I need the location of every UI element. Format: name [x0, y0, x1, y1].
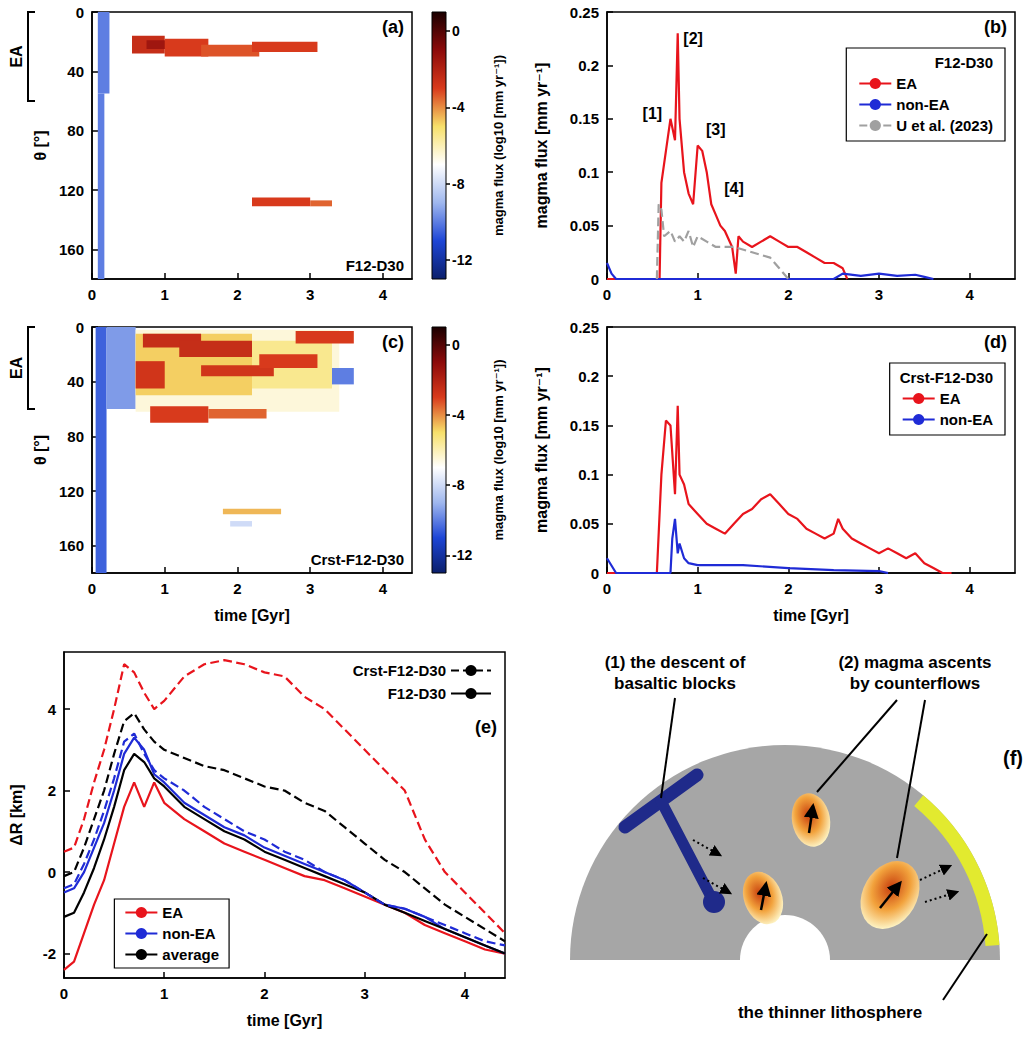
- svg-text:80: 80: [67, 428, 84, 445]
- svg-text:3: 3: [875, 286, 883, 303]
- svg-text:3: 3: [361, 985, 369, 1002]
- svg-text:0: 0: [48, 864, 56, 881]
- svg-text:0.15: 0.15: [570, 417, 599, 434]
- svg-text:0.1: 0.1: [578, 466, 599, 483]
- svg-text:magma flux (log10 [mm yr⁻¹]): magma flux (log10 [mm yr⁻¹]): [491, 55, 506, 236]
- svg-text:0: 0: [603, 286, 611, 303]
- svg-text:(2) magma ascentsby counterflo: (2) magma ascentsby counterflows: [838, 653, 991, 693]
- svg-text:non-EA: non-EA: [896, 96, 949, 113]
- svg-text:θ [°]: θ [°]: [32, 130, 49, 160]
- svg-text:0: 0: [452, 23, 460, 39]
- svg-text:120: 120: [59, 182, 84, 199]
- svg-text:the thinner lithosphere: the thinner lithosphere: [738, 1003, 922, 1022]
- svg-text:1: 1: [160, 985, 168, 1002]
- svg-text:non-EA: non-EA: [162, 925, 215, 942]
- svg-text:0.25: 0.25: [570, 4, 599, 21]
- svg-text:Crst-F12-D30: Crst-F12-D30: [900, 369, 993, 386]
- svg-text:magma flux [mm yr⁻¹]: magma flux [mm yr⁻¹]: [533, 63, 550, 229]
- svg-text:EA: EA: [8, 356, 25, 379]
- svg-text:(b): (b): [984, 17, 1007, 37]
- svg-text:160: 160: [59, 241, 84, 258]
- svg-text:time [Gyr]: time [Gyr]: [247, 1012, 323, 1029]
- svg-text:2: 2: [260, 985, 268, 1002]
- svg-text:EA: EA: [8, 45, 25, 68]
- svg-text:[2]: [2]: [683, 30, 703, 47]
- svg-text:1: 1: [693, 580, 701, 597]
- svg-text:1: 1: [161, 580, 169, 597]
- svg-text:EA: EA: [940, 390, 961, 407]
- svg-text:4: 4: [379, 286, 388, 303]
- svg-text:0: 0: [88, 580, 96, 597]
- svg-text:3: 3: [306, 580, 314, 597]
- svg-text:4: 4: [48, 701, 57, 718]
- svg-text:(1) the descent ofbasaltic blo: (1) the descent ofbasaltic blocks: [605, 653, 746, 693]
- svg-text:0.25: 0.25: [570, 319, 599, 336]
- svg-text:120: 120: [59, 483, 84, 500]
- svg-text:θ [°]: θ [°]: [32, 435, 49, 465]
- svg-text:40: 40: [67, 63, 84, 80]
- svg-text:EA: EA: [162, 904, 183, 921]
- svg-text:[3]: [3]: [706, 121, 726, 138]
- svg-text:0.15: 0.15: [570, 110, 599, 127]
- svg-text:0: 0: [76, 319, 84, 336]
- svg-text:0.2: 0.2: [578, 368, 599, 385]
- svg-text:Crst-F12-D30: Crst-F12-D30: [311, 551, 404, 568]
- svg-text:0.05: 0.05: [570, 217, 599, 234]
- svg-text:(d): (d): [984, 332, 1007, 352]
- svg-text:-8: -8: [452, 176, 465, 192]
- svg-text:(f): (f): [1003, 747, 1023, 769]
- svg-text:0: 0: [591, 565, 599, 582]
- svg-text:0: 0: [591, 271, 599, 288]
- svg-text:0: 0: [452, 337, 460, 353]
- svg-text:4: 4: [965, 580, 974, 597]
- svg-text:-8: -8: [452, 477, 465, 493]
- svg-text:0: 0: [60, 985, 68, 1002]
- svg-text:ΔR [km]: ΔR [km]: [8, 784, 25, 845]
- svg-text:40: 40: [67, 373, 84, 390]
- svg-text:[1]: [1]: [643, 105, 663, 122]
- svg-text:F12-D30: F12-D30: [935, 54, 993, 71]
- svg-text:-4: -4: [452, 99, 465, 115]
- svg-text:time [Gyr]: time [Gyr]: [773, 607, 849, 624]
- svg-text:2: 2: [48, 782, 56, 799]
- svg-text:-4: -4: [452, 407, 465, 423]
- svg-text:0.1: 0.1: [578, 164, 599, 181]
- svg-text:160: 160: [59, 537, 84, 554]
- svg-text:[4]: [4]: [724, 180, 744, 197]
- svg-text:0.05: 0.05: [570, 515, 599, 532]
- svg-text:4: 4: [965, 286, 974, 303]
- svg-text:F12-D30: F12-D30: [388, 685, 446, 702]
- svg-text:2: 2: [784, 286, 792, 303]
- svg-text:magma flux (log10 [mm yr⁻¹]): magma flux (log10 [mm yr⁻¹]): [491, 360, 506, 541]
- svg-text:time [Gyr]: time [Gyr]: [214, 607, 290, 624]
- svg-text:(c): (c): [382, 332, 404, 352]
- svg-text:1: 1: [693, 286, 701, 303]
- svg-text:non-EA: non-EA: [940, 411, 993, 428]
- svg-text:average: average: [162, 946, 219, 963]
- svg-text:0: 0: [603, 580, 611, 597]
- svg-text:-12: -12: [452, 547, 472, 563]
- svg-text:(e): (e): [475, 717, 497, 737]
- svg-text:(a): (a): [382, 17, 404, 37]
- svg-text:-12: -12: [452, 252, 472, 268]
- svg-text:3: 3: [875, 580, 883, 597]
- svg-text:0: 0: [76, 4, 84, 21]
- svg-text:2: 2: [784, 580, 792, 597]
- svg-text:-2: -2: [43, 945, 56, 962]
- svg-text:2: 2: [233, 580, 241, 597]
- svg-text:0.2: 0.2: [578, 57, 599, 74]
- svg-text:magma flux [mm yr⁻¹]: magma flux [mm yr⁻¹]: [533, 367, 550, 533]
- svg-text:2: 2: [233, 286, 241, 303]
- svg-text:Crst-F12-D30: Crst-F12-D30: [353, 662, 446, 679]
- svg-text:1: 1: [161, 286, 169, 303]
- svg-text:4: 4: [461, 985, 470, 1002]
- svg-text:3: 3: [306, 286, 314, 303]
- svg-text:EA: EA: [896, 75, 917, 92]
- svg-text:80: 80: [67, 122, 84, 139]
- svg-text:4: 4: [379, 580, 388, 597]
- svg-text:0: 0: [88, 286, 96, 303]
- svg-text:F12-D30: F12-D30: [346, 257, 404, 274]
- svg-text:U et al. (2023): U et al. (2023): [896, 117, 993, 134]
